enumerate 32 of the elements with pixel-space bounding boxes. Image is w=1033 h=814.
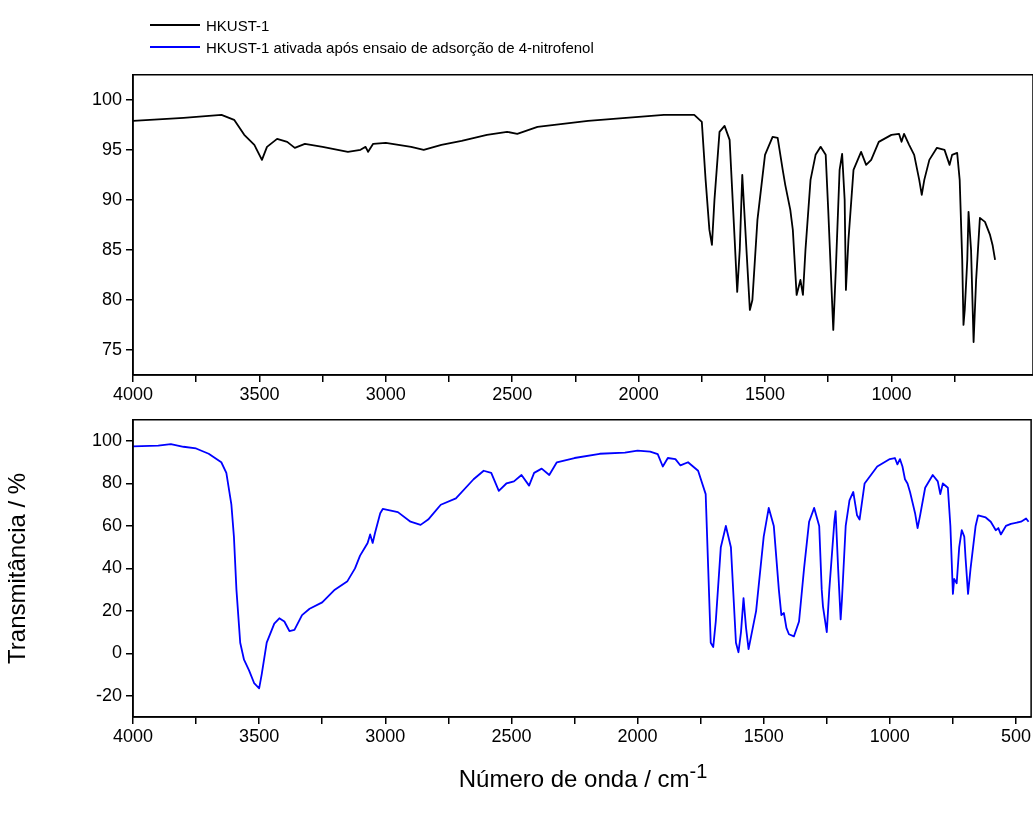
x-tick-label: 2000 bbox=[617, 725, 658, 746]
y-axis-title: Transmitância / % bbox=[3, 472, 31, 664]
x-tick-label: 2500 bbox=[491, 725, 532, 746]
y-tick-label: 100 bbox=[91, 88, 122, 109]
x-tick-label: 1500 bbox=[745, 383, 786, 404]
x-tick-label: 2500 bbox=[492, 383, 533, 404]
legend-label: HKUST-1 bbox=[206, 16, 270, 34]
y-tick-label: -20 bbox=[95, 684, 122, 705]
y-tick-label: 20 bbox=[101, 599, 122, 620]
y-tick-label: 40 bbox=[101, 557, 122, 578]
y-tick-label: 80 bbox=[101, 288, 122, 309]
y-tick-label: 60 bbox=[101, 514, 122, 535]
x-tick-label: 2000 bbox=[618, 383, 659, 404]
y-tick-label: 100 bbox=[91, 430, 122, 450]
y-tick-label: 75 bbox=[101, 338, 122, 359]
x-tick-label: 3000 bbox=[365, 725, 406, 746]
x-tick-label: 3500 bbox=[239, 383, 280, 404]
legend-label: HKUST-1 ativada após ensaio de adsorção de 4-nitrofenol bbox=[206, 38, 594, 56]
x-tick-label: 4000 bbox=[112, 725, 154, 746]
y-tick-label: 95 bbox=[101, 138, 122, 159]
y-tick-label: 80 bbox=[101, 472, 122, 493]
x-tick-label: 3500 bbox=[239, 725, 280, 746]
y-tick-label: 0 bbox=[111, 642, 122, 663]
x-tick-label: 4000 bbox=[112, 383, 154, 404]
y-tick-label: 85 bbox=[101, 238, 122, 259]
x-axis-title: Número de onda / cm$^{-1}$ bbox=[457, 760, 709, 793]
x-tick-label: 1500 bbox=[743, 725, 784, 746]
y-tick-label: 90 bbox=[101, 188, 122, 209]
x-tick-label: 1000 bbox=[869, 725, 910, 746]
x-tick-label: 500 bbox=[1000, 725, 1032, 746]
x-tick-label: 1000 bbox=[871, 383, 912, 404]
x-tick-label: 3000 bbox=[365, 383, 406, 404]
